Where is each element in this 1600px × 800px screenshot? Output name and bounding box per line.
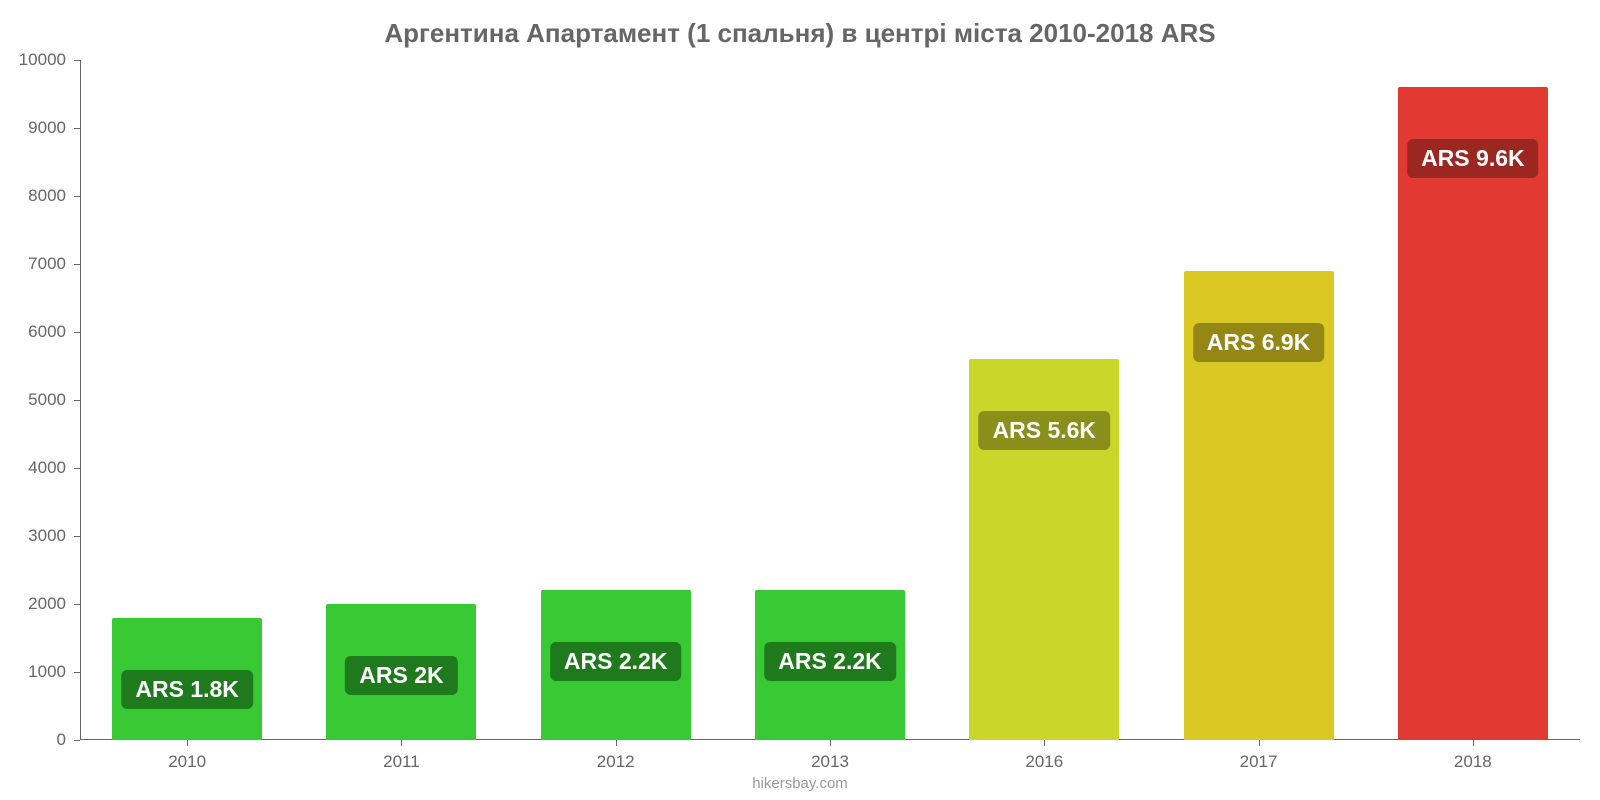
x-tick-label: 2011	[383, 752, 420, 772]
y-tick-mark	[74, 672, 80, 673]
bar-value-label: ARS 2.2K	[550, 642, 682, 681]
y-tick-label: 2000	[28, 594, 66, 614]
bar-value-label: ARS 2K	[345, 656, 457, 695]
y-tick-mark	[74, 196, 80, 197]
x-tick-label: 2012	[597, 752, 635, 772]
x-tick-mark	[1044, 740, 1045, 746]
x-tick-label: 2016	[1025, 752, 1063, 772]
y-tick-label: 10000	[19, 50, 66, 70]
chart-container: Аргентина Апартамент (1 спальня) в центр…	[0, 0, 1600, 800]
bar-value-label: ARS 6.9K	[1193, 323, 1325, 362]
y-axis-line	[80, 60, 81, 740]
x-tick-mark	[1473, 740, 1474, 746]
x-tick-mark	[830, 740, 831, 746]
y-tick-mark	[74, 128, 80, 129]
y-tick-label: 0	[57, 730, 66, 750]
y-tick-mark	[74, 264, 80, 265]
x-tick-mark	[616, 740, 617, 746]
chart-source: hikersbay.com	[0, 775, 1600, 792]
y-tick-mark	[74, 60, 80, 61]
x-tick-label: 2018	[1454, 752, 1492, 772]
y-tick-label: 6000	[28, 322, 66, 342]
x-tick-label: 2010	[168, 752, 206, 772]
plot-area: 0100020003000400050006000700080009000100…	[80, 60, 1580, 740]
x-tick-mark	[187, 740, 188, 746]
y-tick-label: 3000	[28, 526, 66, 546]
y-tick-mark	[74, 400, 80, 401]
bar-value-label: ARS 5.6K	[979, 411, 1111, 450]
y-tick-label: 8000	[28, 186, 66, 206]
bar-value-label: ARS 2.2K	[764, 642, 896, 681]
bar-value-label: ARS 1.8K	[121, 670, 253, 709]
y-tick-mark	[74, 740, 80, 741]
x-tick-mark	[1259, 740, 1260, 746]
y-tick-mark	[74, 468, 80, 469]
chart-title: Аргентина Апартамент (1 спальня) в центр…	[0, 18, 1600, 49]
y-tick-label: 9000	[28, 118, 66, 138]
x-tick-label: 2013	[811, 752, 849, 772]
bar	[1398, 87, 1548, 740]
y-tick-label: 4000	[28, 458, 66, 478]
x-tick-mark	[401, 740, 402, 746]
bar-value-label: ARS 9.6K	[1407, 139, 1539, 178]
y-tick-label: 7000	[28, 254, 66, 274]
x-tick-label: 2017	[1240, 752, 1278, 772]
y-tick-label: 1000	[28, 662, 66, 682]
y-tick-label: 5000	[28, 390, 66, 410]
y-tick-mark	[74, 332, 80, 333]
y-tick-mark	[74, 604, 80, 605]
y-tick-mark	[74, 536, 80, 537]
